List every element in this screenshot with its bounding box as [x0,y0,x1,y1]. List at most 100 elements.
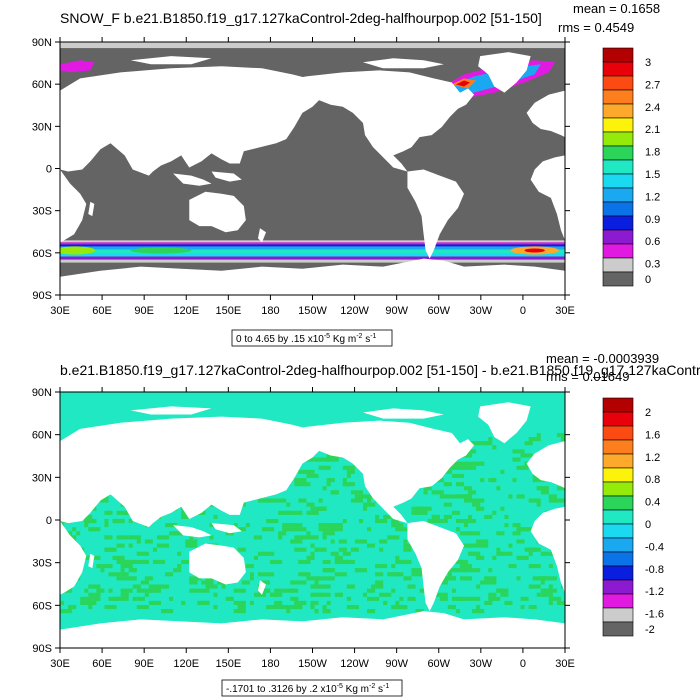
colorbar-label: -2 [645,624,655,636]
panel-2-range-box [221,679,403,697]
colorbar-swatch [602,537,634,553]
lon-label: 60W [427,658,450,670]
panel-2-mean: mean = -0.0003939 [546,351,659,366]
colorbar-swatch [602,565,634,581]
colorbar-swatch [602,61,634,77]
colorbar-swatch [602,131,634,147]
lat-label: 30N [32,472,52,484]
colorbar-swatch [602,593,634,609]
lon-label: 90W [385,305,408,317]
colorbar-swatch [602,159,634,175]
colorbar-swatch [602,173,634,189]
colorbar-swatch [602,257,634,273]
panel-2-rms: rms = 0.01649 [546,369,629,384]
lat-label: 90S [32,643,52,655]
lon-label: 30W [470,305,493,317]
colorbar-swatch [602,117,634,133]
colorbar-label: 0 [645,519,651,531]
colorbar-label: 1.5 [645,169,660,181]
colorbar-label: 2.7 [645,79,660,91]
colorbar-label: 2.4 [645,102,660,114]
lat-label: 60N [32,79,52,91]
lat-label: 90N [32,37,52,49]
colorbar-swatch [602,103,634,119]
colorbar-label: 2.1 [645,124,660,136]
colorbar-swatch [602,439,634,455]
lon-label: 30W [470,658,493,670]
lat-label: 0 [46,164,52,176]
panel-1-title: SNOW_F b.e21.B1850.f19_g17.127kaControl-… [60,10,542,26]
lon-label: 60W [427,305,450,317]
lon-label: 150E [215,305,241,317]
colorbar-swatch [602,243,634,259]
panel-1-range-box [231,329,393,347]
lat-label: 90S [32,290,52,302]
colorbar-label: 0.8 [645,474,660,486]
lon-label: 120E [173,658,199,670]
colorbar-swatch [602,89,634,105]
lat-label: 30S [32,558,52,570]
lon-label: 180 [261,305,279,317]
panel-2-colorbar: 2 1.6 1.2 0.8 0.4 0 -0.4 -0.8 -1.2 -1.6 -2 [602,397,664,637]
panel-2-map [59,391,566,649]
colorbar-label: 0 [645,274,651,286]
colorbar-swatch [602,271,634,287]
lon-label: 30E [555,658,575,670]
lon-label: 90E [134,658,154,670]
lat-label: 60S [32,248,52,260]
colorbar-swatch [602,607,634,623]
colorbar-swatch [602,481,634,497]
colorbar-swatch [602,215,634,231]
colorbar-swatch [602,467,634,483]
lon-label: 120E [173,305,199,317]
lon-label: 30E [50,658,70,670]
lon-label: 90E [134,305,154,317]
colorbar-label: 1.8 [645,147,660,159]
lon-label: 0 [520,305,526,317]
panel-2-range-label: -.1701 to .3126 by .2 x10-5 Kg m-2 s-1 [226,683,389,695]
colorbar-label: 1.6 [645,429,660,441]
panel-1-mean: mean = 0.1658 [573,1,660,16]
lon-label: 120W [340,305,369,317]
colorbar-label: 1.2 [645,452,660,464]
panel-2-axes: 90N 60N 30N 0 30S 60S 90S 30E 60E 90E 120E 150E 180 1… [32,387,575,670]
lon-label: 150E [215,658,241,670]
lat-label: 60N [32,430,52,442]
colorbar-label: -0.4 [645,541,664,553]
lon-label: 120W [340,658,369,670]
panel-1-rms: rms = 0.4549 [558,20,634,35]
colorbar-label: 3 [645,57,651,69]
colorbar-swatch [602,229,634,245]
lon-label: 150W [298,305,327,317]
colorbar-swatch [602,495,634,511]
panel-1: SNOW_F b.e21.B1850.f19_g17.127kaControl-… [32,1,660,347]
colorbar-label: -1.6 [645,609,664,621]
colorbar-swatch [602,509,634,525]
lon-label: 60E [92,305,112,317]
panel-2: b.e21.B1850.f19_g17.127kaControl-2deg-ha… [32,351,700,697]
lon-label: 30E [555,305,575,317]
panel-1-axes: 90N 60N 30N 0 30S 60S 90S 30E 60E 90E 120E 150E 180 1… [32,37,575,317]
colorbar-label: 0.9 [645,214,660,226]
panel-2-title: b.e21.B1850.f19_g17.127kaControl-2deg-ha… [60,362,700,378]
colorbar-swatch [602,201,634,217]
lon-label: 150W [298,658,327,670]
colorbar-swatch [602,75,634,91]
lat-label: 90N [32,387,52,399]
colorbar-swatch [602,579,634,595]
colorbar-label: 2 [645,407,651,419]
lon-label: 60E [92,658,112,670]
colorbar-swatch [602,425,634,441]
colorbar-label: 1.2 [645,191,660,203]
colorbar-swatch [602,145,634,161]
colorbar-swatch [602,47,634,63]
colorbar-swatch [602,621,634,637]
lat-label: 0 [46,515,52,527]
lon-label: 0 [520,658,526,670]
lat-label: 60S [32,600,52,612]
colorbar-label: 0.6 [645,236,660,248]
lat-label: 30N [32,121,52,133]
lon-label: 180 [261,658,279,670]
colorbar-swatch [602,397,634,413]
lon-label: 30E [50,305,70,317]
